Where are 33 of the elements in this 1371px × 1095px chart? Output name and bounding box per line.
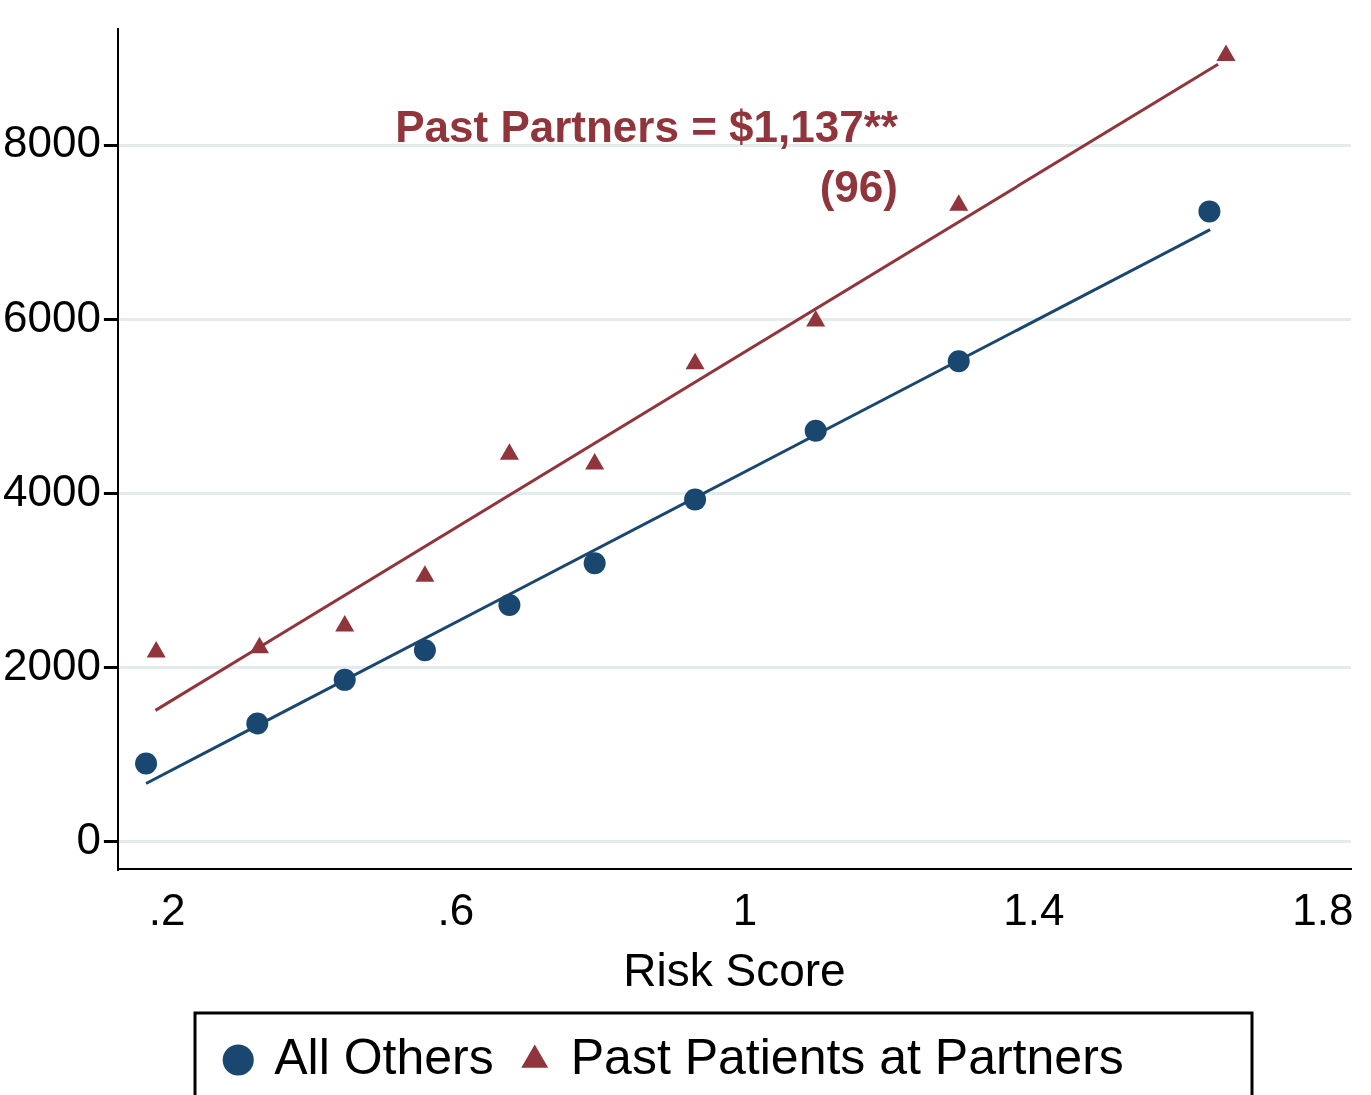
point xyxy=(684,488,707,511)
y-tick-label: 8000 xyxy=(2,117,101,167)
x-tick-label: 1 xyxy=(732,884,758,934)
point xyxy=(249,636,269,654)
point xyxy=(135,752,158,775)
x-tick-label: .2 xyxy=(148,884,186,934)
x-axis-title: Risk Score xyxy=(623,944,846,997)
point xyxy=(806,310,826,327)
x-tick-label: 1.8 xyxy=(1292,884,1354,934)
y-tick-label: 6000 xyxy=(2,291,101,341)
point xyxy=(685,352,705,370)
legend-label: All Others xyxy=(274,1028,494,1085)
y-tick-label: 2000 xyxy=(2,639,101,689)
point xyxy=(333,668,356,691)
point xyxy=(246,712,269,735)
point xyxy=(583,552,606,575)
point xyxy=(804,419,827,442)
annotation: (96) xyxy=(819,161,898,211)
legend-label: Past Patients at Partners xyxy=(570,1028,1124,1085)
point xyxy=(146,641,166,658)
y-tick-label: 4000 xyxy=(2,465,101,515)
point xyxy=(499,443,519,460)
x-tick-label: .6 xyxy=(437,884,475,934)
point xyxy=(413,639,436,662)
point xyxy=(498,593,521,616)
y-tick-label: 0 xyxy=(76,813,101,863)
annotation: Past Partners = $1,137** xyxy=(395,101,899,151)
point xyxy=(335,614,355,632)
point xyxy=(949,194,969,211)
point xyxy=(585,452,605,470)
x-tick-label: 1.4 xyxy=(1003,884,1065,934)
point xyxy=(415,565,435,582)
point xyxy=(1216,44,1236,62)
